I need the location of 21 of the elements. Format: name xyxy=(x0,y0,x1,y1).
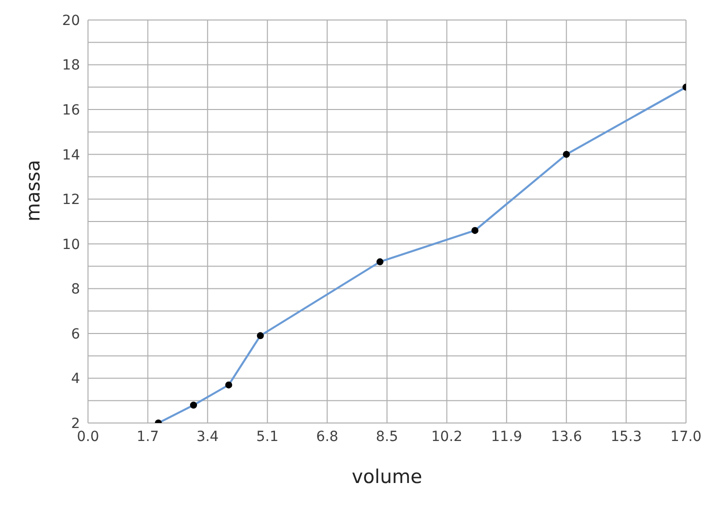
y-tick-label: 12 xyxy=(62,192,80,208)
x-tick-label: 3.4 xyxy=(196,428,219,445)
y-axis-title: massa xyxy=(22,160,45,222)
y-tick-label: 18 xyxy=(62,58,80,74)
x-tick-label: 5.1 xyxy=(256,428,279,445)
x-tick-label: 11.9 xyxy=(491,428,522,445)
y-tick-label: 20 xyxy=(62,12,80,29)
y-tick-label: 16 xyxy=(62,102,80,119)
y-tick-label: 6 xyxy=(71,326,80,342)
x-tick-label: 13.6 xyxy=(550,428,582,445)
x-tick-label: 17.0 xyxy=(670,428,702,445)
y-tick-label: 10 xyxy=(62,236,80,253)
x-tick-label: 8.5 xyxy=(376,428,398,445)
x-tick-label: 6.8 xyxy=(316,428,338,445)
x-tick-label: 15.3 xyxy=(610,428,642,445)
y-tick-label: 4 xyxy=(71,371,80,388)
y-tick-label: 8 xyxy=(71,282,80,298)
x-axis-title: volume xyxy=(352,466,422,488)
y-tick-label: 14 xyxy=(62,147,80,164)
x-tick-label: 1.7 xyxy=(136,428,159,445)
x-tick-label: 10.2 xyxy=(431,428,462,445)
